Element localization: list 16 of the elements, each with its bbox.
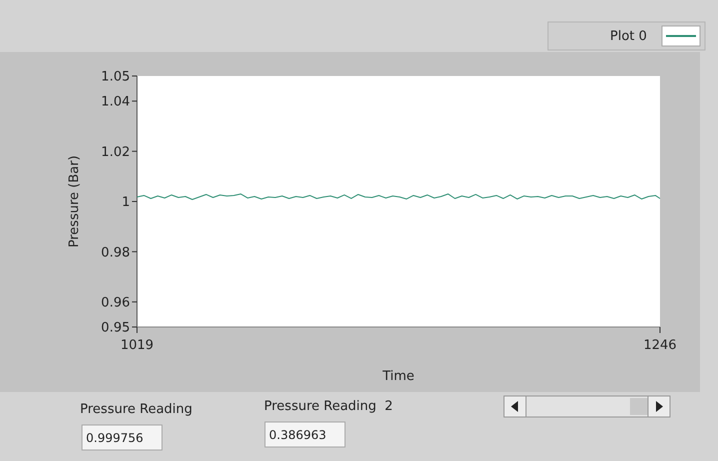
legend-label: Plot 0 (610, 29, 647, 44)
text: Pressure Reading (80, 402, 192, 417)
y-tick-label: 1 (122, 195, 130, 210)
y-tick-label: 0.95 (101, 320, 130, 336)
y-tick-label: 1.05 (101, 70, 130, 85)
y-tick-label: 1.04 (101, 94, 130, 110)
y-tick-label: 1.02 (101, 144, 130, 160)
y-axis-title: Pressure (Bar) (67, 155, 82, 248)
text: 0.386963 (269, 428, 326, 442)
x-tick-label: 1246 (643, 338, 677, 353)
y-tick-label: 0.96 (101, 295, 130, 310)
x-tick-label: 1019 (120, 338, 154, 353)
text: Pressure Reading 2 (264, 399, 393, 414)
text: 0.999756 (86, 431, 144, 445)
y-tick-label: 0.98 (101, 245, 130, 260)
x-axis-title: Time (382, 369, 414, 384)
